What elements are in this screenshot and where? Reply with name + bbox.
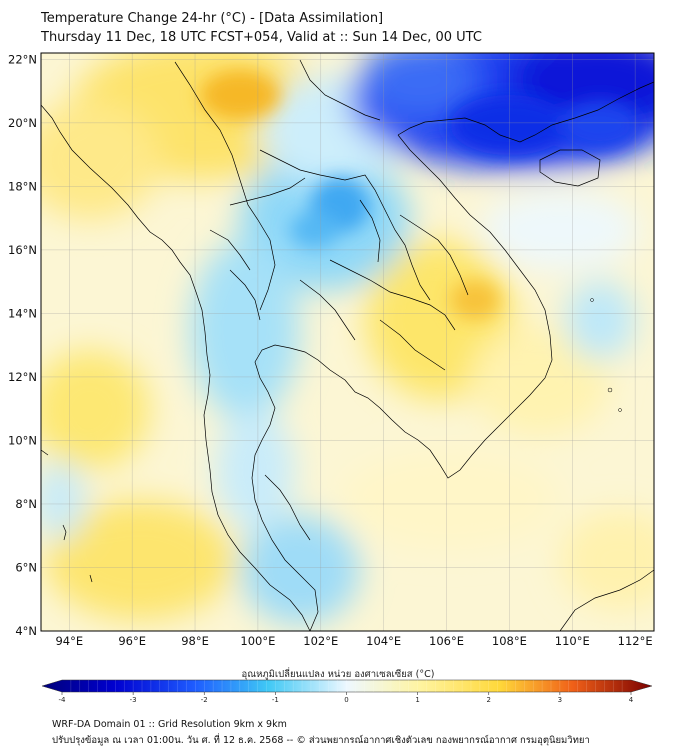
map-title: Temperature Change 24-hr (°C) - [Data As… (41, 11, 384, 26)
map-frame (40, 52, 655, 632)
colorbar-tick-label: -4 (59, 696, 67, 704)
colorbar-title: อุณหภูมิเปลี่ยนแปลง หน่วย องศาเซลเซียส (… (241, 669, 435, 680)
colorbar-tick-label: -3 (130, 696, 137, 704)
colorbar-tick-label: 2 (487, 696, 491, 704)
lat-tick-label: 8°N (15, 497, 37, 511)
lon-tick-label: 108°E (492, 634, 527, 648)
lat-tick-label: 10°N (8, 433, 37, 447)
lat-tick-label: 22°N (8, 52, 37, 66)
colorbar-tick-label: -2 (201, 696, 208, 704)
latitude-labels: 22°N 20°N 18°N 16°N 14°N 12°N 10°N 8°N 6°N 4°N (8, 52, 37, 638)
lon-tick-label: 96°E (118, 634, 146, 648)
colorbar-tick-label: 3 (558, 696, 562, 704)
lat-tick-label: 12°N (8, 370, 37, 384)
temperature-field (41, 53, 654, 631)
colorbar-tick-label: 0 (344, 696, 348, 704)
lat-tick-label: 14°N (8, 306, 37, 320)
lon-tick-label: 110°E (555, 634, 590, 648)
map-subtitle: Thursday 11 Dec, 18 UTC FCST+054, Valid … (41, 30, 482, 45)
coastline-borders (41, 59, 654, 631)
footer-model-info: WRF-DA Domain 01 :: Grid Resolution 9km … (52, 719, 287, 730)
longitude-labels: 94°E 96°E 98°E 100°E 102°E 104°E 106°E 108°E 110… (55, 634, 652, 648)
lon-tick-label: 112°E (618, 634, 653, 648)
lat-tick-label: 18°N (8, 179, 37, 193)
lat-tick-label: 6°N (15, 560, 37, 574)
colorbar: -4 -3 -2 -1 0 1 2 3 4 (41, 679, 653, 704)
lon-tick-label: 100°E (240, 634, 275, 648)
lat-tick-label: 4°N (15, 624, 37, 638)
lat-tick-label: 20°N (8, 116, 37, 130)
lon-tick-label: 106°E (429, 634, 464, 648)
lon-tick-label: 102°E (303, 634, 338, 648)
colorbar-tick-label: 1 (415, 696, 419, 704)
colorbar-tick-label: -1 (272, 696, 279, 704)
lon-tick-label: 104°E (366, 634, 401, 648)
lon-tick-label: 98°E (181, 634, 209, 648)
footer-credit: ปรับปรุงข้อมูล ณ เวลา 01:00น. วัน ศ. ที่… (52, 735, 590, 746)
lon-tick-label: 94°E (55, 634, 83, 648)
lat-tick-label: 16°N (8, 243, 37, 257)
colorbar-tick-label: 4 (629, 696, 634, 704)
